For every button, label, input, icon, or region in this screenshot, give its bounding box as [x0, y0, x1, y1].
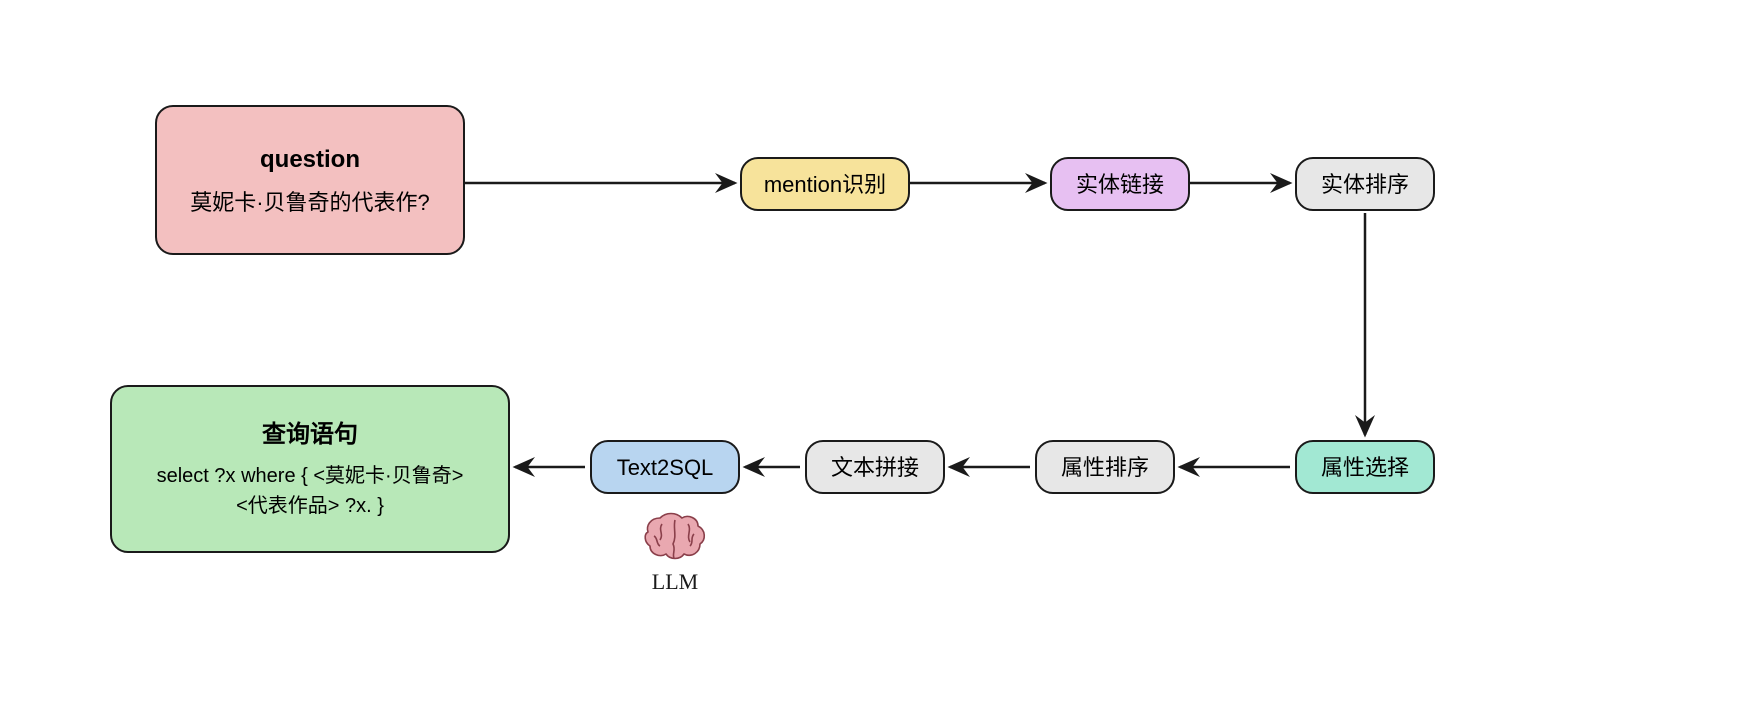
node-mention-label: mention识别: [764, 168, 886, 201]
node-attr-select: 属性选择: [1295, 440, 1435, 494]
node-mention: mention识别: [740, 157, 910, 211]
node-attr-rank-label: 属性排序: [1061, 451, 1149, 484]
flowchart-canvas: question 莫妮卡·贝鲁奇的代表作? mention识别 实体链接 实体排…: [0, 0, 1738, 702]
node-entity-link-label: 实体链接: [1076, 168, 1164, 201]
node-entity-rank-label: 实体排序: [1321, 168, 1409, 201]
node-entity-rank: 实体排序: [1295, 157, 1435, 211]
node-query-title: 查询语句: [262, 417, 358, 453]
node-question: question 莫妮卡·贝鲁奇的代表作?: [155, 105, 465, 255]
node-query-body: select ?x where { <莫妮卡·贝鲁奇> <代表作品> ?x. }: [157, 461, 464, 521]
node-question-body: 莫妮卡·贝鲁奇的代表作?: [190, 186, 430, 219]
node-entity-link: 实体链接: [1050, 157, 1190, 211]
node-attr-select-label: 属性选择: [1321, 451, 1409, 484]
node-question-title: question: [260, 142, 360, 178]
llm-block: LLM: [640, 510, 710, 595]
node-text2sql: Text2SQL: [590, 440, 740, 494]
node-text-concat-label: 文本拼接: [831, 451, 919, 484]
node-text2sql-label: Text2SQL: [617, 451, 714, 484]
node-text-concat: 文本拼接: [805, 440, 945, 494]
node-attr-rank: 属性排序: [1035, 440, 1175, 494]
llm-label: LLM: [652, 569, 698, 595]
node-query: 查询语句 select ?x where { <莫妮卡·贝鲁奇> <代表作品> …: [110, 385, 510, 553]
brain-icon: [640, 510, 710, 565]
